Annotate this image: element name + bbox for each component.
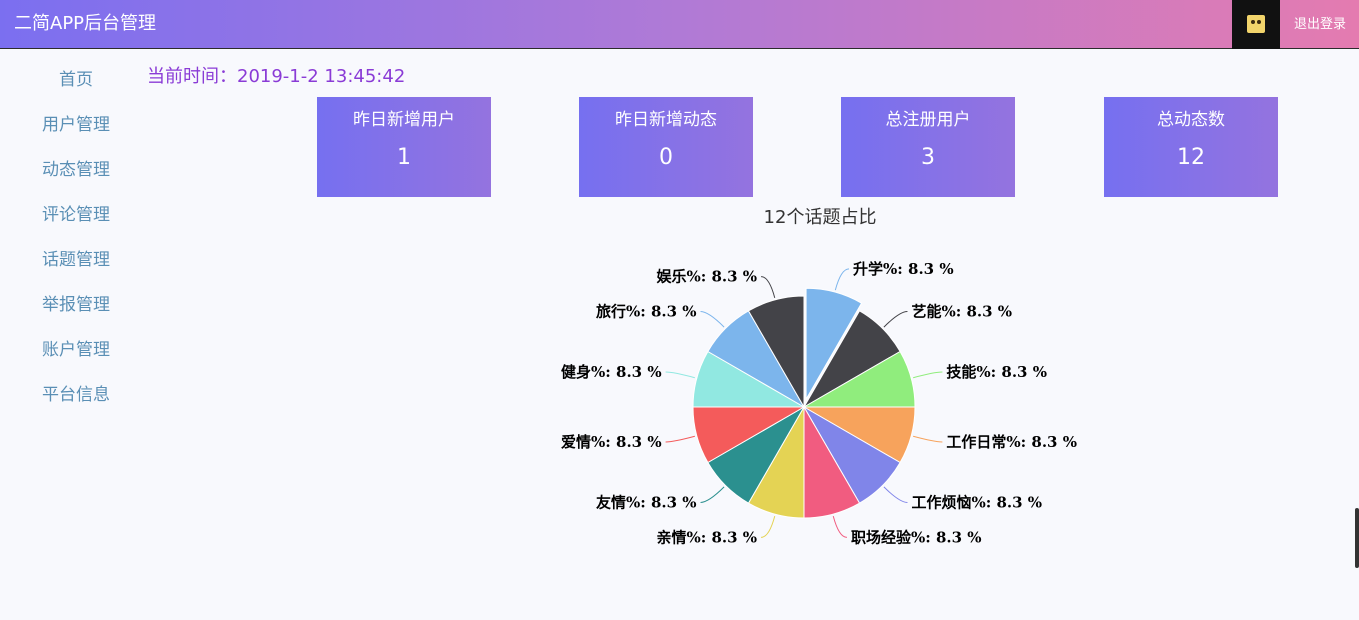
stat-card-total-posts: 总动态数 12 bbox=[1104, 97, 1278, 197]
pie-label-3: 工作日常%: 8.3 % bbox=[946, 433, 1077, 451]
app-title: 二简APP后台管理 bbox=[14, 13, 157, 34]
pie-connector-10 bbox=[700, 311, 725, 328]
pie-label-11: 娱乐%: 8.3 % bbox=[656, 268, 757, 286]
avatar-container[interactable] bbox=[1232, 0, 1280, 49]
stat-label: 总注册用户 bbox=[885, 110, 971, 130]
pie-connector-6 bbox=[760, 516, 776, 538]
logout-button[interactable]: 退出登录 bbox=[1293, 17, 1346, 32]
pie-label-0: 升学%: 8.3 % bbox=[853, 260, 954, 278]
pie-label-5: 职场经验%: 8.3 % bbox=[851, 528, 982, 546]
stat-value: 0 bbox=[659, 145, 673, 170]
stat-card-new-posts: 昨日新增动态 0 bbox=[579, 97, 753, 197]
pie-label-7: 友情%: 8.3 % bbox=[596, 493, 697, 511]
stat-label: 总动态数 bbox=[1157, 110, 1225, 130]
pie-connector-7 bbox=[700, 486, 725, 503]
sidebar-item-topics[interactable]: 话题管理 bbox=[42, 250, 110, 270]
pie-connector-8 bbox=[665, 435, 695, 443]
sidebar-item-comments[interactable]: 评论管理 bbox=[42, 205, 110, 225]
pie-slice-0[interactable] bbox=[805, 287, 863, 402]
sidebar-item-users[interactable]: 用户管理 bbox=[42, 115, 110, 135]
pie-label-2: 技能%: 8.3 % bbox=[946, 363, 1047, 381]
avatar[interactable] bbox=[1247, 15, 1265, 33]
sidebar-item-home[interactable]: 首页 bbox=[59, 70, 93, 90]
pie-connector-3 bbox=[913, 435, 943, 443]
pie-connector-9 bbox=[665, 371, 695, 379]
scrollbar-thumb[interactable] bbox=[1355, 508, 1359, 568]
pie-connector-1 bbox=[883, 311, 908, 328]
stat-value: 1 bbox=[397, 145, 411, 170]
sidebar-item-accounts[interactable]: 账户管理 bbox=[42, 340, 110, 360]
pie-label-4: 工作烦恼%: 8.3 % bbox=[911, 493, 1042, 511]
pie-connector-0 bbox=[834, 268, 850, 291]
stat-label: 昨日新增动态 bbox=[615, 110, 717, 130]
sidebar-item-platform-info[interactable]: 平台信息 bbox=[42, 385, 110, 405]
chart-title: 12个话题占比 bbox=[763, 207, 877, 228]
stat-card-total-users: 总注册用户 3 bbox=[841, 97, 1015, 197]
stat-label: 昨日新增用户 bbox=[353, 110, 455, 130]
pie-label-6: 亲情%: 8.3 % bbox=[656, 528, 757, 546]
current-time: 当前时间：2019-1-2 13:45:42 bbox=[147, 66, 406, 87]
pie-connector-2 bbox=[913, 371, 943, 379]
pie-connector-5 bbox=[832, 516, 848, 538]
stat-value: 12 bbox=[1177, 145, 1205, 170]
sidebar-item-posts[interactable]: 动态管理 bbox=[42, 160, 110, 180]
stat-value: 3 bbox=[921, 145, 935, 170]
pie-label-10: 旅行%: 8.3 % bbox=[596, 303, 697, 321]
pie-connector-4 bbox=[883, 486, 908, 503]
sidebar-item-reports[interactable]: 举报管理 bbox=[42, 295, 110, 315]
pie-connector-11 bbox=[760, 276, 776, 298]
stat-card-new-users: 昨日新增用户 1 bbox=[317, 97, 491, 197]
pie-slice-11[interactable] bbox=[747, 295, 805, 409]
pie-label-9: 健身%: 8.3 % bbox=[561, 363, 662, 381]
pie-label-8: 爱情%: 8.3 % bbox=[561, 433, 662, 451]
top-bar: 二简APP后台管理 退出登录 bbox=[0, 0, 1359, 49]
pie-label-1: 艺能%: 8.3 % bbox=[911, 303, 1012, 321]
